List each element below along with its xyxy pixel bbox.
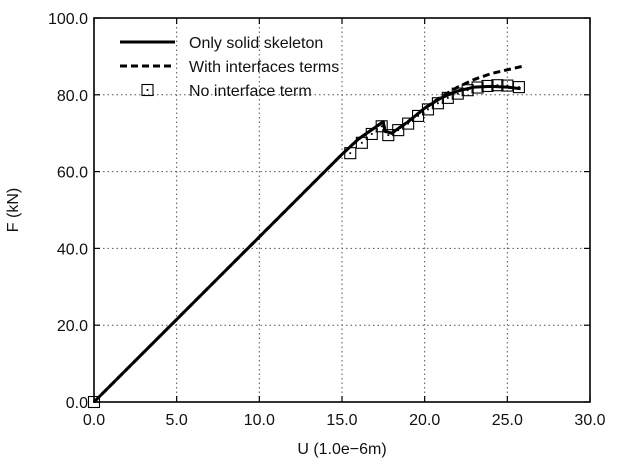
marker-no-interface-term: [375, 120, 388, 133]
legend-marker-square: [141, 83, 154, 97]
axis-ticks: 0.0 5.0 10.0 15.0 20.0 25.0 30.0 0.0 20.0 40.0 60.…: [48, 11, 606, 429]
y-tick-label: 0.0: [66, 395, 88, 412]
marker-no-interface-term: [402, 117, 415, 130]
y-axis-title: F (kN): [5, 188, 22, 232]
series-line-with-interfaces-terms: [92, 64, 525, 404]
marker-no-interface-term: [451, 87, 464, 100]
legend-label: With interfaces terms: [189, 59, 339, 76]
legend: Only solid skeleton With interfaces terms…: [120, 35, 339, 100]
x-tick-label: 15.0: [326, 412, 357, 429]
grid: [94, 18, 590, 402]
y-tick-label: 40.0: [57, 241, 88, 258]
legend-entry: Only solid skeleton: [120, 35, 323, 52]
x-tick-label: 0.0: [83, 412, 105, 429]
marker-no-interface-term: [481, 79, 494, 93]
x-tick-label: 25.0: [492, 412, 523, 429]
marker-no-interface-term: [344, 147, 357, 160]
y-tick-label: 100.0: [48, 11, 88, 28]
marker-no-interface-term: [392, 124, 405, 137]
y-tick-label: 80.0: [57, 88, 88, 105]
plot-frame: [93, 17, 591, 403]
marker-no-interface-term: [512, 81, 525, 94]
x-tick-label: 30.0: [574, 412, 605, 429]
legend-label: Only solid skeleton: [189, 35, 323, 52]
legend-entry: With interfaces terms: [120, 59, 339, 76]
x-tick-label: 20.0: [409, 412, 440, 429]
marker-no-interface-term: [491, 79, 504, 92]
series-line-only-solid-skeleton: [92, 84, 521, 404]
x-tick-label: 5.0: [166, 412, 188, 429]
y-tick-label: 20.0: [57, 318, 88, 335]
marker-no-interface-term: [412, 109, 425, 122]
legend-entry: No interface term: [141, 83, 312, 100]
plot-series: [87, 64, 525, 409]
marker-no-interface-term: [501, 79, 514, 92]
marker-no-interface-term: [441, 91, 454, 104]
marker-no-interface-term: [421, 103, 435, 116]
y-tick-label: 60.0: [57, 165, 88, 182]
marker-no-interface-term: [365, 127, 378, 141]
marker-no-interface-term: [461, 84, 474, 97]
x-tick-label: 10.0: [244, 412, 275, 429]
marker-no-interface-term: [355, 136, 368, 149]
x-axis-title: U (1.0e−6m): [297, 441, 386, 458]
legend-label: No interface term: [189, 83, 312, 100]
marker-no-interface-term: [471, 81, 484, 94]
